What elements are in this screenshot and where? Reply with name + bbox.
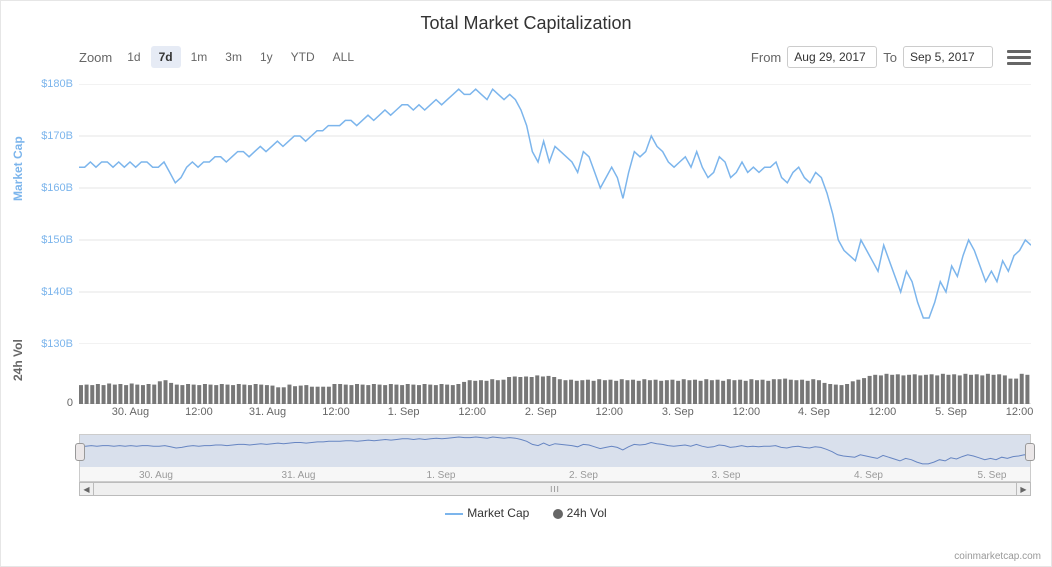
x-tick: 12:00 [1006, 406, 1034, 418]
chart-toolbar: Zoom 1d7d1m3m1yYTDALL From To [1, 46, 1051, 68]
zoom-7d-button[interactable]: 7d [151, 46, 181, 68]
zoom-1m-button[interactable]: 1m [183, 46, 216, 68]
nav-x-tick: 3. Sep [712, 470, 741, 481]
chart-title: Total Market Capitalization [1, 13, 1051, 34]
nav-x-tick: 5. Sep [978, 470, 1007, 481]
zoom-1d-button[interactable]: 1d [119, 46, 148, 68]
nav-x-tick: 2. Sep [569, 470, 598, 481]
y-tick: $140B [31, 286, 73, 298]
x-axis: 30. Aug 12:00 31. Aug 12:00 1. Sep 12:00 2. Se… [79, 406, 1031, 422]
navigator[interactable]: 30. Aug 31. Aug 1. Sep 2. Sep 3. Sep 4. Sep 5.… [79, 434, 1031, 482]
export-menu-icon[interactable] [1007, 47, 1031, 68]
zoom-all-button[interactable]: ALL [325, 46, 362, 68]
y-axis-marketcap-label: Market Cap [11, 136, 25, 201]
y-tick: $180B [31, 78, 73, 90]
to-date-input[interactable] [903, 46, 993, 68]
legend-volume[interactable]: 24h Vol [553, 506, 607, 520]
scrollbar-left-arrow[interactable]: ◀ [80, 483, 94, 495]
x-tick: 2. Sep [525, 406, 557, 418]
legend: Market Cap 24h Vol [1, 506, 1051, 520]
x-tick: 1. Sep [388, 406, 420, 418]
main-chart-area: $130B$140B$150B$160B$170B$180B [79, 84, 1031, 344]
x-tick: 3. Sep [662, 406, 694, 418]
nav-x-tick: 31. Aug [282, 470, 316, 481]
x-tick: 12:00 [458, 406, 486, 418]
x-tick: 12:00 [185, 406, 213, 418]
zoom-3m-button[interactable]: 3m [217, 46, 250, 68]
from-date-input[interactable] [787, 46, 877, 68]
scrollbar-right-arrow[interactable]: ▶ [1016, 483, 1030, 495]
to-label: To [883, 50, 897, 65]
scrollbar-grip[interactable]: III [550, 485, 560, 494]
zoom-ytd-button[interactable]: YTD [283, 46, 323, 68]
nav-x-tick: 1. Sep [427, 470, 456, 481]
zoom-label: Zoom [79, 50, 112, 65]
volume-bar-chart [79, 350, 1031, 404]
volume-chart-area: 0 [79, 350, 1031, 404]
navigator-line [80, 435, 1030, 469]
credit-link[interactable]: coinmarketcap.com [954, 551, 1041, 562]
nav-x-tick: 30. Aug [139, 470, 173, 481]
x-tick: 12:00 [869, 406, 897, 418]
y-tick: $130B [31, 338, 73, 350]
navigator-handle-right[interactable] [1025, 443, 1035, 461]
zoom-1y-button[interactable]: 1y [252, 46, 281, 68]
navigator-handle-left[interactable] [75, 443, 85, 461]
y-tick: $160B [31, 182, 73, 194]
x-tick: 12:00 [595, 406, 623, 418]
y-axis-volume-label: 24h Vol [11, 339, 25, 381]
marketcap-line-chart [79, 84, 1031, 344]
volume-tick-zero: 0 [49, 397, 73, 409]
x-tick: 4. Sep [798, 406, 830, 418]
navigator-scrollbar[interactable]: ◀ III ▶ [79, 482, 1031, 496]
x-tick: 30. Aug [112, 406, 149, 418]
x-tick: 5. Sep [935, 406, 967, 418]
legend-marketcap[interactable]: Market Cap [445, 506, 529, 520]
y-tick: $170B [31, 130, 73, 142]
x-tick: 12:00 [322, 406, 350, 418]
x-tick: 31. Aug [249, 406, 286, 418]
from-label: From [751, 50, 781, 65]
chart-container: Total Market Capitalization Zoom 1d7d1m3… [0, 0, 1052, 567]
x-tick: 12:00 [733, 406, 761, 418]
nav-x-tick: 4. Sep [854, 470, 883, 481]
y-tick: $150B [31, 234, 73, 246]
